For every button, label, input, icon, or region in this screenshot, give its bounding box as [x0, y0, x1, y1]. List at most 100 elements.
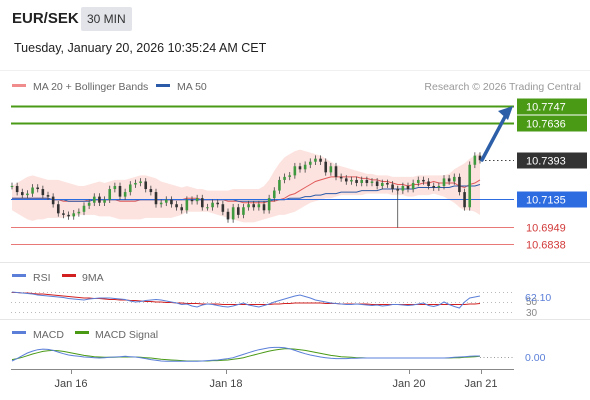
resistance-badge [517, 115, 587, 132]
candle-body [334, 166, 338, 177]
candle-body [206, 207, 209, 209]
candle-body [62, 213, 65, 215]
candle-body [308, 161, 312, 165]
candle-body [134, 182, 137, 185]
x-tick-label: Jan 20 [392, 378, 425, 390]
candle-body [231, 207, 235, 220]
candle-body [15, 186, 19, 193]
candle-body [406, 186, 410, 190]
candle-body [252, 204, 256, 208]
candle-body [139, 181, 142, 183]
candle-body [170, 199, 173, 205]
candle-body [77, 211, 81, 214]
candle-body [329, 166, 333, 173]
timestamp: Tuesday, January 20, 2026 10:35:24 AM CE… [14, 41, 267, 55]
candle-body [319, 158, 322, 162]
candle-body [360, 179, 364, 183]
candle-body [355, 179, 358, 183]
candle-body [211, 202, 214, 208]
candle-body [458, 176, 461, 193]
candle-body [447, 178, 451, 182]
candle-body [427, 181, 430, 187]
candle-body [380, 182, 384, 187]
resistance-label: 10.7747 [526, 102, 566, 114]
candle-body [154, 192, 158, 205]
candle-body [288, 175, 292, 177]
rsi-legend-label: RSI [33, 272, 51, 284]
macd-current-label: 0.00 [525, 352, 546, 364]
candle-body [416, 179, 420, 183]
rsi-ma-line [12, 292, 481, 305]
candle-body [422, 179, 425, 182]
candle-body [473, 155, 477, 165]
candle-body [283, 176, 286, 180]
candle-body [87, 202, 91, 206]
last-price-label: 10.7393 [526, 156, 566, 168]
candle-body [108, 189, 112, 200]
candle-body [113, 186, 117, 190]
pivot-badge [517, 191, 587, 208]
macd-legend-label: MACD [33, 329, 64, 341]
rsi-tick: 30 [526, 308, 538, 319]
candle-body [72, 213, 76, 217]
candle-body [236, 207, 240, 215]
candle-body [293, 166, 297, 176]
candle-body [391, 184, 394, 190]
candle-body [46, 195, 50, 197]
rsi-current-label: 62.10 [525, 292, 551, 304]
candle-body [262, 204, 266, 211]
candle-body [386, 182, 389, 185]
candle-body [226, 211, 230, 220]
chart-header: EUR/SEK 30 MIN Tuesday, January 20, 2026… [0, 0, 590, 70]
candle-body [175, 204, 178, 208]
candle-body [41, 189, 45, 196]
candle-body [118, 186, 122, 197]
candle-body [216, 202, 220, 205]
resistance-badge [517, 98, 587, 115]
timeframe-button[interactable]: 30 MIN [81, 7, 132, 31]
candle-body [370, 181, 374, 183]
candle-body [442, 178, 446, 187]
candle-body [159, 202, 163, 205]
bollinger-band [12, 149, 480, 223]
legend-swatch [12, 84, 26, 87]
candle-body [26, 193, 29, 196]
support-label: 10.6949 [526, 223, 566, 235]
pivot-label: 10.7135 [526, 195, 566, 207]
candle-body [195, 198, 199, 202]
candle-body [149, 189, 153, 193]
candle-body [411, 182, 415, 190]
support-label: 10.6838 [526, 240, 566, 252]
rsi-ma-legend-swatch [62, 274, 76, 277]
candle-body [437, 186, 441, 188]
candle-body [67, 214, 70, 217]
candle-body [303, 164, 307, 170]
candle-body [20, 192, 24, 196]
candle-body [272, 190, 276, 199]
rsi-line [11, 291, 481, 309]
macd-legend-swatch [12, 331, 26, 334]
x-tick-label: Jan 18 [209, 378, 242, 390]
candle-body [267, 198, 271, 211]
candle-body [401, 186, 405, 191]
candle-body [56, 204, 60, 214]
candle-body [375, 181, 379, 187]
candle-body [144, 181, 148, 190]
candle-body [164, 199, 168, 203]
candle-body [128, 184, 132, 193]
rsi-ma-legend-label: 9MA [82, 272, 104, 284]
symbol-title: EUR/SEK [12, 10, 79, 27]
candle-body [31, 187, 34, 194]
candle-body [221, 204, 225, 212]
macd-signal-legend-swatch [75, 331, 89, 334]
macd-line [11, 346, 480, 362]
candle-body [200, 198, 204, 208]
rsi-legend-swatch [12, 274, 26, 277]
legend-swatch [156, 84, 170, 87]
legend-label: MA 50 [177, 81, 207, 93]
candle-body [51, 196, 55, 205]
candle-body [344, 178, 348, 182]
candle-body [123, 192, 127, 197]
copyright-text: Research © 2026 Trading Central [424, 81, 581, 93]
